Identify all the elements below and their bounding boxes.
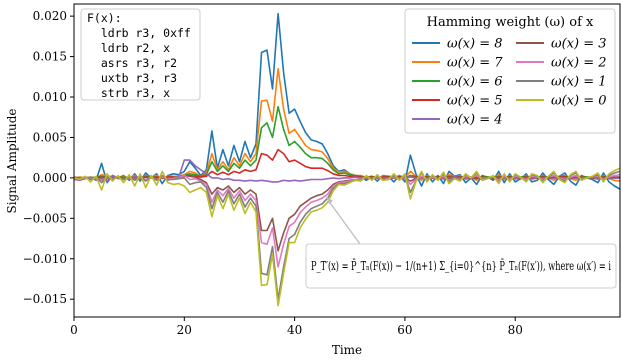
legend-label: ω(x) = 5 bbox=[447, 94, 503, 109]
series-group bbox=[73, 12, 621, 307]
legend-label: ω(x) = 8 bbox=[447, 37, 503, 52]
y-tick-label: 0.010 bbox=[33, 90, 67, 104]
y-ticks: −0.015 −0.010 −0.005 0.000 0.005 0.010 0.015 0.… bbox=[23, 9, 74, 306]
code-box: F(x): ldrb r3, 0xff ldrb r2, x asrs r3, … bbox=[80, 8, 201, 101]
code-line: ldrb r3, 0xff bbox=[87, 26, 191, 40]
y-tick-label: 0.015 bbox=[33, 50, 67, 64]
x-tick-label: 60 bbox=[397, 323, 412, 337]
y-tick-label: 0.005 bbox=[33, 130, 67, 144]
annotation-formula: P_T′(x) = P̄_Tₙ(F(x)) − 1/(n+1) Σ_{i=0}^… bbox=[311, 258, 611, 273]
legend-label: ω(x) = 2 bbox=[551, 56, 607, 71]
y-tick-label: −0.005 bbox=[23, 211, 67, 225]
x-ticks: 0 20 40 60 80 bbox=[70, 317, 523, 337]
code-line: asrs r3, r2 bbox=[87, 56, 177, 70]
x-tick-label: 20 bbox=[177, 323, 192, 337]
y-tick-label: 0.000 bbox=[33, 171, 67, 185]
legend-frame bbox=[404, 8, 616, 134]
x-tick-label: 0 bbox=[70, 323, 78, 337]
code-box-frame bbox=[80, 8, 201, 101]
code-line: F(x): bbox=[87, 11, 122, 25]
legend-title: Hamming weight (ω) of x bbox=[427, 15, 594, 30]
annotation-arrow-line bbox=[327, 199, 361, 245]
code-line: strb r3, x bbox=[87, 86, 170, 100]
axes-frame bbox=[73, 3, 621, 318]
annotation-box bbox=[305, 243, 617, 289]
legend-label: ω(x) = 7 bbox=[447, 56, 503, 71]
y-tick-label: 0.020 bbox=[33, 9, 67, 23]
annotation: P_T′(x) = P̄_Tₙ(F(x)) − 1/(n+1) Σ_{i=0}^… bbox=[305, 196, 617, 289]
x-axis-label: Time bbox=[332, 343, 362, 357]
code-line: uxtb r3, r3 bbox=[87, 71, 177, 85]
legend-label: ω(x) = 1 bbox=[551, 75, 607, 90]
series-line-0 bbox=[73, 167, 621, 307]
legend: Hamming weight (ω) of x ω(x) = 8 ω(x) = 7… bbox=[404, 8, 616, 134]
y-tick-label: −0.010 bbox=[23, 252, 67, 266]
legend-label: ω(x) = 4 bbox=[447, 113, 503, 128]
annotation-arrow-head bbox=[326, 196, 333, 204]
legend-label: ω(x) = 0 bbox=[551, 94, 607, 109]
x-tick-label: 40 bbox=[287, 323, 302, 337]
y-tick-label: −0.015 bbox=[23, 292, 67, 306]
y-axis-label: Signal Amplitude bbox=[5, 108, 19, 213]
x-tick-label: 80 bbox=[508, 323, 523, 337]
legend-entries: ω(x) = 8 ω(x) = 7 ω(x) = 6 ω(x) = 5 ω(x) = 4… bbox=[412, 37, 607, 128]
legend-label: ω(x) = 3 bbox=[551, 37, 607, 52]
code-line: ldrb r2, x bbox=[87, 41, 170, 55]
legend-label: ω(x) = 6 bbox=[447, 75, 503, 90]
